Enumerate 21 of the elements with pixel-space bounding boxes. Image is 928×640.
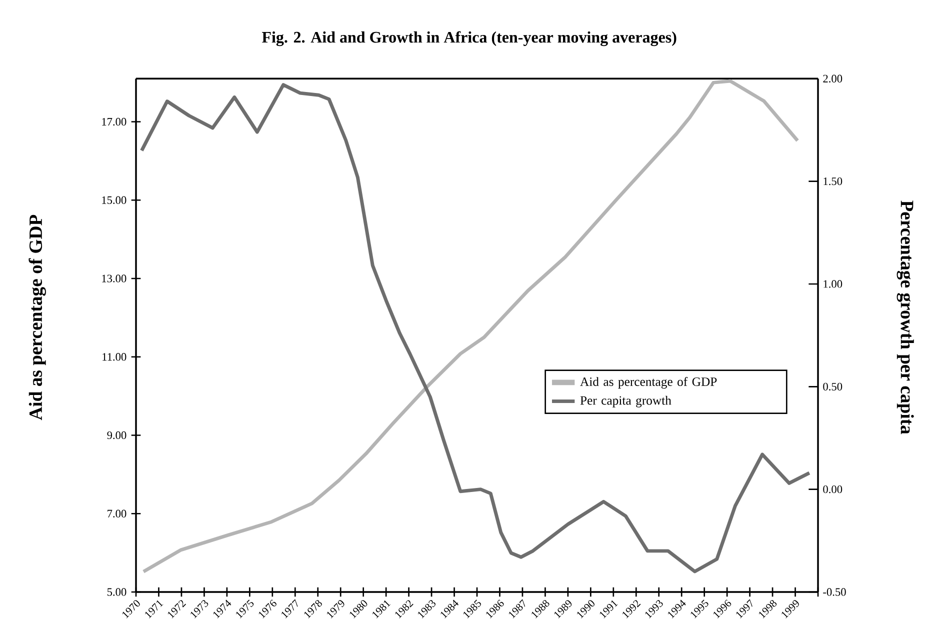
y2-tick-label: 1.50 (824, 177, 842, 186)
y2-tick-label: 0.00 (823, 485, 842, 494)
y-tick-label: 17.00 (102, 118, 126, 126)
y-tick-label: 11.00 (102, 353, 126, 361)
y2-tick-label: -0.50 (823, 588, 846, 596)
x-tick-label: 1981 (372, 600, 391, 618)
y-axis-title: Aid as percentage of GDP (28, 214, 46, 420)
y-tick-label: 9.00 (107, 431, 126, 440)
y-tick-label: 15.00 (102, 196, 126, 204)
y2-axis-title: Percentage growth per capita (896, 200, 914, 434)
x-tick-label: 1991 (600, 600, 618, 618)
chart-title: Fig. 2. Aid and Growth in Africa (ten-year moving averages) (262, 31, 676, 46)
y2-tick-label: 0.50 (823, 382, 842, 391)
y-tick-label: 5.00 (107, 588, 126, 596)
legend-label: Aid as percentage of GDP (580, 376, 717, 389)
x-tick-label: 1971 (145, 600, 164, 618)
legend-label: Per capita growth (580, 396, 672, 408)
y-tick-label: 7.00 (108, 510, 126, 518)
y2-tick-label: 1.00 (824, 280, 842, 288)
y-tick-label: 13.00 (102, 274, 126, 282)
y2-tick-label: 2.00 (823, 74, 842, 83)
